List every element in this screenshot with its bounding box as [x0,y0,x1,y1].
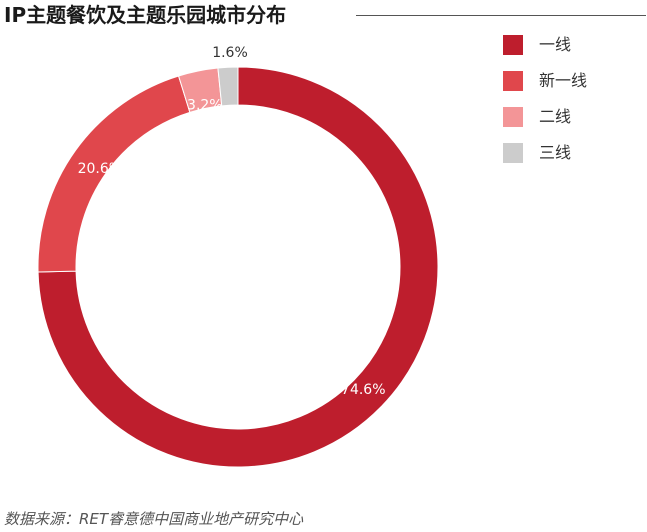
title-divider [356,15,646,16]
legend-item-0: 一线 [503,34,643,56]
donut-slice-3 [217,66,239,107]
legend-swatch [503,143,523,163]
slice-value-label-2: 3.2% [187,97,223,113]
legend-swatch [503,35,523,55]
legend-item-2: 二线 [503,106,643,128]
chart-title: IP主题餐饮及主题乐园城市分布 [4,3,287,27]
source-note: 数据来源：RET睿意德中国商业地产研究中心 [4,510,304,528]
donut-slice-0 [37,66,439,468]
legend-swatch [503,71,523,91]
legend-label: 一线 [539,35,572,54]
title-row: IP主题餐饮及主题乐园城市分布 [4,2,646,30]
slice-value-label-0: 74.6% [341,382,385,398]
legend-item-3: 三线 [503,142,643,164]
legend-label: 二线 [539,107,572,126]
slice-value-label-1: 20.6% [78,161,122,177]
legend-label: 三线 [539,143,572,162]
legend-item-1: 新一线 [503,70,643,92]
legend-label: 新一线 [539,71,588,90]
slice-value-label-3: 1.6% [212,45,248,61]
legend-swatch [503,107,523,127]
